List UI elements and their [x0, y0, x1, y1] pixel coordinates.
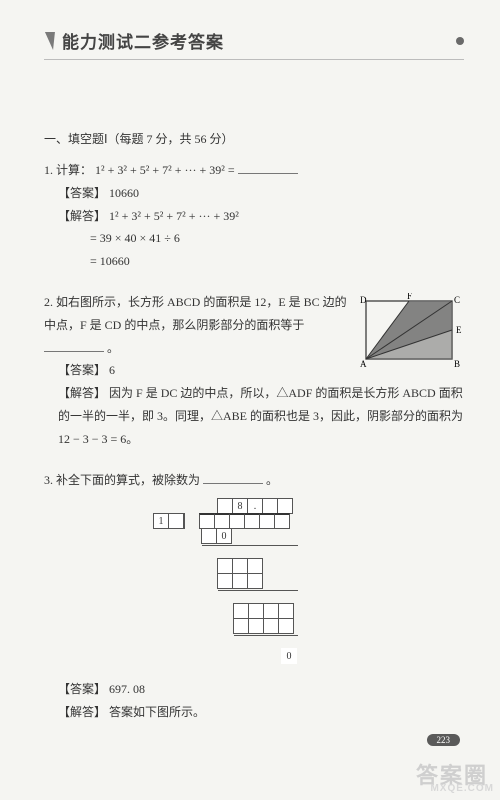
- grid-cell: [277, 498, 293, 514]
- q1-stem: 1. 计算： 1² + 3² + 5² + 7² + ··· + 39² =: [44, 159, 464, 182]
- label-B: B: [454, 359, 460, 369]
- q3-division-grid: 8 . 1 0: [44, 498, 464, 664]
- grid-cell: [247, 573, 263, 589]
- grid-cell: [168, 513, 184, 529]
- answer-label: 【答案】: [58, 363, 106, 377]
- question-1: 1. 计算： 1² + 3² + 5² + 7² + ··· + 39² = 【…: [44, 159, 464, 273]
- grid-cell: [201, 528, 217, 544]
- grid-cell: [248, 603, 264, 619]
- answer-label: 【答案】: [58, 186, 106, 200]
- q1-sol-line1: 1² + 3² + 5² + 7² + ··· + 39²: [109, 209, 239, 223]
- q3-solution-text: 答案如下图所示。: [109, 705, 205, 719]
- grid-cell: [217, 558, 233, 574]
- section-heading: 一、填空题Ⅰ（每题 7 分，共 56 分）: [44, 130, 464, 147]
- grid-cell: [247, 558, 263, 574]
- label-A: A: [360, 359, 367, 369]
- q2-blank: [44, 341, 104, 352]
- q1-sol-line2: = 39 × 40 × 41 ÷ 6: [44, 227, 464, 250]
- grid-cell: [263, 603, 279, 619]
- header-rule: [44, 59, 464, 60]
- q3-blank: [203, 473, 263, 484]
- q3-answer-value: 697. 08: [109, 682, 145, 696]
- label-C: C: [454, 295, 460, 305]
- q2-number: 2.: [44, 295, 53, 309]
- solution-label: 【解答】: [58, 209, 106, 223]
- page-number: 223: [427, 734, 461, 746]
- q2-figure: D F C E A B: [354, 293, 464, 379]
- q2-solution-text: 因为 F 是 DC 边的中点，所以，△ADF 的面积是长方形 ABCD 面积的一…: [58, 386, 463, 446]
- grid-cell: 0: [281, 648, 297, 664]
- grid-cell: [229, 513, 245, 529]
- q3-solution: 【解答】 答案如下图所示。: [44, 701, 464, 724]
- watermark-url: MXQE.COM: [430, 783, 494, 794]
- q1-expression: 1² + 3² + 5² + 7² + ··· + 39² =: [95, 163, 235, 177]
- q1-blank: [238, 163, 298, 174]
- grid-cell: 0: [216, 528, 232, 544]
- grid-cell: [278, 603, 294, 619]
- q1-answer: 【答案】 10660: [44, 182, 464, 205]
- question-3: 3. 补全下面的算式，被除数为 。 8 . 1: [44, 469, 464, 724]
- grid-cell: [232, 558, 248, 574]
- rectangle-diagram: D F C E A B: [354, 293, 464, 371]
- q2-solution: 【解答】 因为 F 是 DC 边的中点，所以，△ADF 的面积是长方形 ABCD…: [44, 382, 464, 450]
- label-D: D: [360, 295, 367, 305]
- grid-cell: [278, 618, 294, 634]
- q1-number: 1.: [44, 163, 53, 177]
- q1-answer-value: 10660: [109, 186, 139, 200]
- grid-cell: .: [247, 498, 263, 514]
- page-title: 能力测试二参考答案: [62, 28, 224, 53]
- q3-number: 3.: [44, 473, 53, 487]
- grid-cell: [262, 498, 278, 514]
- q2-answer-value: 6: [109, 363, 115, 377]
- q1-prefix: 计算：: [56, 163, 92, 177]
- q3-period: 。: [266, 473, 278, 487]
- q3-text: 补全下面的算式，被除数为: [56, 473, 200, 487]
- grid-cell: [259, 513, 275, 529]
- grid-cell: [199, 513, 215, 529]
- grid-cell: [217, 573, 233, 589]
- grid-rule: [218, 590, 298, 591]
- answer-label: 【答案】: [58, 682, 106, 696]
- grid-cell: [244, 513, 260, 529]
- grid-cell: [233, 618, 249, 634]
- grid-cell: 8: [232, 498, 248, 514]
- grid-cell: [232, 573, 248, 589]
- grid-cell: [248, 618, 264, 634]
- q3-answer: 【答案】 697. 08: [44, 678, 464, 701]
- header-dot-icon: [456, 37, 464, 45]
- grid-cell: [217, 498, 233, 514]
- grid-rule: [234, 635, 298, 636]
- q2-period: 。: [107, 341, 119, 355]
- grid-cell: [263, 618, 279, 634]
- solution-label: 【解答】: [58, 705, 106, 719]
- grid-cell: 1: [153, 513, 169, 529]
- question-2: D F C E A B 2. 如右图所示，长方形 ABCD 的面积是 12，E …: [44, 291, 464, 451]
- grid-cell: [274, 513, 290, 529]
- label-E: E: [456, 325, 462, 335]
- header-triangle-icon: [43, 32, 55, 50]
- q2-text: 如右图所示，长方形 ABCD 的面积是 12，E 是 BC 边的中点，F 是 C…: [44, 295, 347, 332]
- grid-cell: [233, 603, 249, 619]
- label-F: F: [407, 293, 412, 301]
- page-header: 能力测试二参考答案: [44, 28, 464, 53]
- solution-label: 【解答】: [58, 386, 106, 400]
- q1-solution-line0: 【解答】 1² + 3² + 5² + 7² + ··· + 39²: [44, 205, 464, 228]
- grid-rule: [202, 545, 298, 546]
- q1-sol-line3: = 10660: [44, 250, 464, 273]
- q3-stem: 3. 补全下面的算式，被除数为 。: [44, 469, 464, 492]
